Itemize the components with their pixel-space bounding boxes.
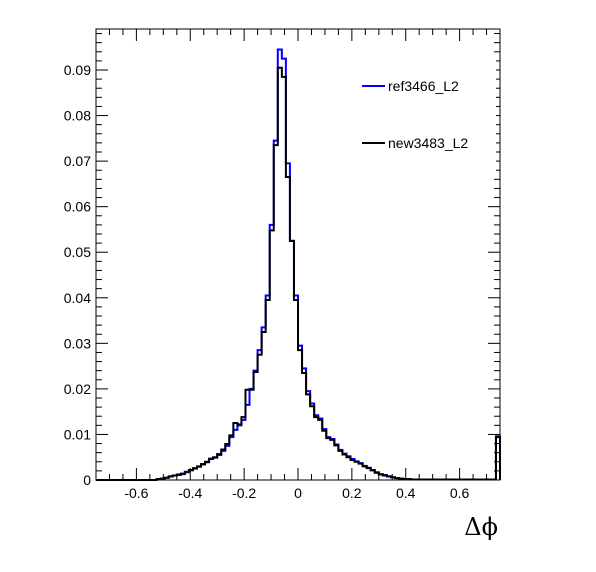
y-tick-label: 0	[83, 472, 91, 488]
y-tick-label: 0.01	[64, 426, 91, 442]
legend-label-ref3466: ref3466_L2	[388, 78, 459, 94]
x-tick-label: -0.2	[232, 485, 256, 501]
y-tick-label: 0.05	[64, 244, 91, 260]
y-tick-label: 0.04	[64, 290, 91, 306]
axis-ticks	[95, 29, 501, 481]
legend-box	[356, 60, 496, 172]
tick-labels: -0.6 -0.4 -0.2 0 0.2 0.4 0.6 0 0.01 0.02 0.03 0.04 0…	[64, 62, 470, 501]
x-tick-label: 0.4	[396, 485, 416, 501]
series-line-new3483_L2	[96, 66, 501, 481]
x-tick-label: 0	[294, 485, 302, 501]
y-tick-label: 0.06	[64, 199, 91, 215]
y-tick-label: 0.03	[64, 335, 91, 351]
legend-label-new3483: new3483_L2	[388, 135, 468, 151]
y-tick-label: 0.07	[64, 153, 91, 169]
x-tick-label: 0.2	[342, 485, 362, 501]
x-tick-label: 0.6	[450, 485, 470, 501]
series-layer	[96, 48, 501, 481]
y-tick-label: 0.09	[64, 62, 91, 78]
legend: ref3466_L2 new3483_L2	[356, 60, 496, 172]
x-tick-label: -0.4	[178, 485, 202, 501]
x-tick-label: -0.6	[124, 485, 148, 501]
y-tick-label: 0.08	[64, 108, 91, 124]
x-axis-title: Δϕ	[464, 513, 498, 541]
y-tick-label: 0.02	[64, 381, 91, 397]
